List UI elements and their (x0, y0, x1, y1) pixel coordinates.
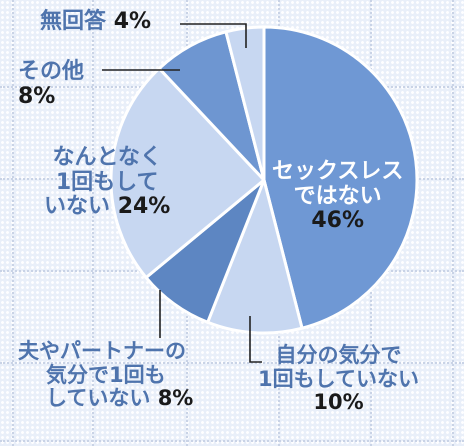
label-nantonaku-line1: なんとなく (52, 145, 162, 170)
label-no-answer-percent: 4% (113, 9, 152, 34)
label-not-sexless: セックスレス ではない 46% (272, 159, 404, 234)
label-nantonaku: なんとなく 1回もして いない 24% (44, 145, 171, 220)
label-self: 自分の気分で 1回もしていない 10% (258, 343, 419, 415)
label-partner-line2: 気分で1回も (46, 362, 166, 387)
label-nantonaku-line2: 1回もして (55, 169, 159, 195)
label-self-line2: 1回もしていない (258, 366, 419, 391)
label-partner-line1: 夫やパートナーの (18, 339, 186, 363)
label-other: その他 8% (18, 59, 85, 109)
label-no-answer-category: 無回答 (40, 9, 107, 34)
pie-slice-3 (109, 66, 266, 280)
label-self-line1: 自分の気分で (275, 343, 402, 367)
label-not-sexless-percent: 46% (311, 208, 364, 234)
label-partner-line3: していない (46, 386, 151, 411)
label-other-percent: 8% (18, 83, 56, 109)
label-other-category: その他 (18, 59, 85, 84)
label-nantonaku-percent: 24% (117, 194, 171, 220)
label-not-sexless-line1: セックスレス (272, 159, 404, 184)
pie-slice-1 (206, 178, 304, 335)
label-not-sexless-line2: ではない (293, 183, 382, 209)
label-self-percent: 10% (313, 390, 364, 415)
leader-self (249, 316, 262, 363)
leader-no-answer (180, 23, 247, 48)
label-partner: 夫やパートナーの 気分で1回も していない 8% (18, 339, 194, 411)
label-nantonaku-line3: いない (44, 194, 111, 220)
pie-slice-5 (224, 25, 266, 182)
label-partner-percent: 8% (157, 386, 194, 411)
pie-slice-0 (262, 25, 419, 330)
label-no-answer: 無回答 4% (40, 9, 152, 35)
